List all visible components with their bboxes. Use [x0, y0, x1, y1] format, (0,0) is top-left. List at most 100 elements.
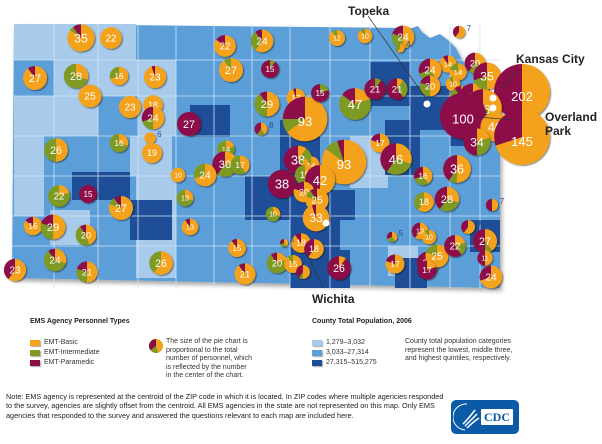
emt-paramedic-slice — [259, 91, 267, 104]
agency-personnel-count: 8 — [269, 121, 274, 130]
emt-basic-slice — [423, 166, 433, 184]
legend-label: 1,279–3,032 — [326, 339, 365, 346]
agency-personnel-count: 24 — [147, 114, 159, 125]
emt-basic-slice — [430, 58, 442, 80]
agency-personnel-count: 16 — [114, 138, 124, 148]
emt-paramedic-slice — [417, 260, 437, 280]
emt-paramedic-swatch — [30, 359, 40, 366]
emt-basic-slice — [22, 65, 48, 91]
legend-item-pop-mid: 3,033–27,314 — [312, 349, 369, 356]
emt-paramedic-slice — [79, 224, 86, 235]
agency-pie — [228, 239, 246, 257]
city-label-kansas-city: Kansas City — [516, 52, 585, 66]
agency-pie — [141, 142, 163, 164]
emt-basic-slice — [277, 252, 287, 263]
emt-paramedic-slice — [472, 228, 485, 254]
emt-paramedic-slice — [294, 181, 304, 192]
agency-personnel-count: 15 — [233, 244, 242, 253]
emt-paramedic-slice — [113, 195, 121, 208]
emt-paramedic-slice — [452, 25, 459, 37]
agency-pie — [44, 138, 68, 162]
emt-basic-slice — [56, 138, 68, 162]
agency-personnel-count: 17 — [375, 138, 385, 148]
agency-personnel-count: 7 — [500, 197, 505, 206]
emt-basic-slice — [403, 25, 415, 49]
emt-intermediate-slice — [306, 190, 317, 200]
emt-basic-swatch — [30, 339, 40, 346]
agency-personnel-count: 100 — [452, 111, 474, 126]
agency-personnel-count: 21 — [240, 269, 251, 280]
agency-personnel-count: 22 — [54, 191, 65, 202]
emt-paramedic-slice — [439, 92, 487, 140]
agency-pie — [144, 132, 156, 144]
emt-basic-slice — [475, 52, 486, 67]
emt-paramedic-slice — [255, 29, 262, 41]
agency-personnel-count: 10 — [269, 211, 277, 218]
emt-paramedic-slice — [485, 198, 492, 212]
emt-intermediate-slice — [387, 237, 396, 243]
pie-note-line: number of personnel, which — [166, 355, 252, 363]
emt-basic-slice — [8, 258, 27, 282]
agency-pie — [170, 167, 186, 183]
agency-personnel-count: 22 — [106, 33, 117, 44]
emt-paramedic-slice — [216, 35, 225, 46]
agency-personnel-count: 28 — [70, 71, 82, 83]
agency-personnel-count: 46 — [389, 152, 403, 167]
agency-pie — [63, 63, 89, 89]
agency-pie — [261, 60, 279, 78]
agency-personnel-count: 14 — [307, 161, 316, 170]
emt-paramedic-slice — [72, 24, 81, 38]
emt-paramedic-slice — [282, 96, 305, 119]
emt-basic-slice — [144, 132, 156, 144]
emt-intermediate-slice — [419, 82, 430, 97]
agency-personnel-count: 17 — [291, 93, 301, 103]
agency-personnel-count: 13 — [186, 223, 194, 232]
emt-basic-slice — [59, 185, 70, 196]
agency-personnel-count: 14 — [444, 60, 453, 69]
emt-paramedic-slice — [295, 233, 301, 243]
agency-personnel-count: 20 — [272, 258, 282, 268]
agency-pie — [143, 65, 167, 89]
emt-paramedic-slice — [141, 106, 153, 122]
emt-intermediate-slice — [414, 192, 424, 210]
agency-personnel-count: 21 — [82, 267, 93, 278]
agency-personnel-count: 24 — [397, 33, 409, 44]
emt-paramedic-slice — [41, 214, 53, 227]
emt-basic-slice — [286, 96, 328, 142]
agency-pie — [302, 204, 330, 232]
emt-intermediate-slice — [223, 57, 231, 70]
agency-pie — [234, 263, 256, 285]
agency-pie — [100, 27, 122, 49]
emt-intermediate-slice — [375, 78, 382, 89]
kansas-city-marker — [489, 94, 497, 102]
emt-basic-slice — [397, 78, 404, 89]
topeka-marker — [423, 100, 431, 108]
county-pop-low — [14, 176, 44, 216]
emt-intermediate-slice — [474, 76, 487, 90]
agency-personnel-count: 26 — [50, 145, 62, 157]
agency-pie — [214, 35, 236, 57]
emt-paramedic-slice — [342, 88, 355, 104]
emt-paramedic-slice — [386, 231, 392, 239]
emt-intermediate-slice — [455, 242, 466, 255]
emt-paramedic-slice — [443, 155, 457, 181]
agency-pie — [386, 78, 408, 100]
agency-personnel-count: 20 — [299, 187, 309, 197]
emt-paramedic-slice — [370, 133, 380, 143]
wichita-marker — [322, 219, 330, 227]
agency-pie — [193, 163, 217, 187]
agency-personnel-count: 24 — [256, 37, 268, 48]
agency-personnel-count: 7 — [467, 24, 472, 33]
agency-pie — [181, 218, 199, 236]
legend-label: EMT-Basic — [44, 339, 78, 346]
emt-basic-slice — [418, 192, 434, 212]
emt-basic-slice — [261, 122, 268, 135]
emt-intermediate-slice — [43, 250, 66, 272]
emt-basic-slice — [485, 228, 498, 251]
emt-basic-slice — [55, 248, 67, 264]
agency-personnel-count: 20 — [81, 230, 91, 240]
agency-personnel-count: 10 — [174, 172, 182, 179]
agency-personnel-count: 15 — [289, 260, 298, 269]
agency-personnel-count: 10 — [361, 33, 369, 40]
emt-paramedic-slice — [296, 265, 303, 278]
